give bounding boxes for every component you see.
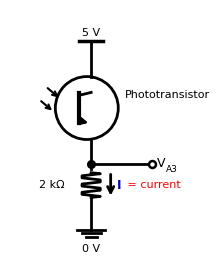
Text: 2 kΩ: 2 kΩ: [39, 180, 65, 190]
Text: Phototransistor: Phototransistor: [125, 90, 210, 100]
Text: I: I: [117, 179, 121, 192]
Text: V: V: [157, 157, 166, 170]
Text: A3: A3: [166, 165, 178, 174]
Text: 5 V: 5 V: [82, 28, 100, 38]
Text: 0 V: 0 V: [82, 244, 100, 254]
Text: = current: = current: [124, 180, 181, 190]
